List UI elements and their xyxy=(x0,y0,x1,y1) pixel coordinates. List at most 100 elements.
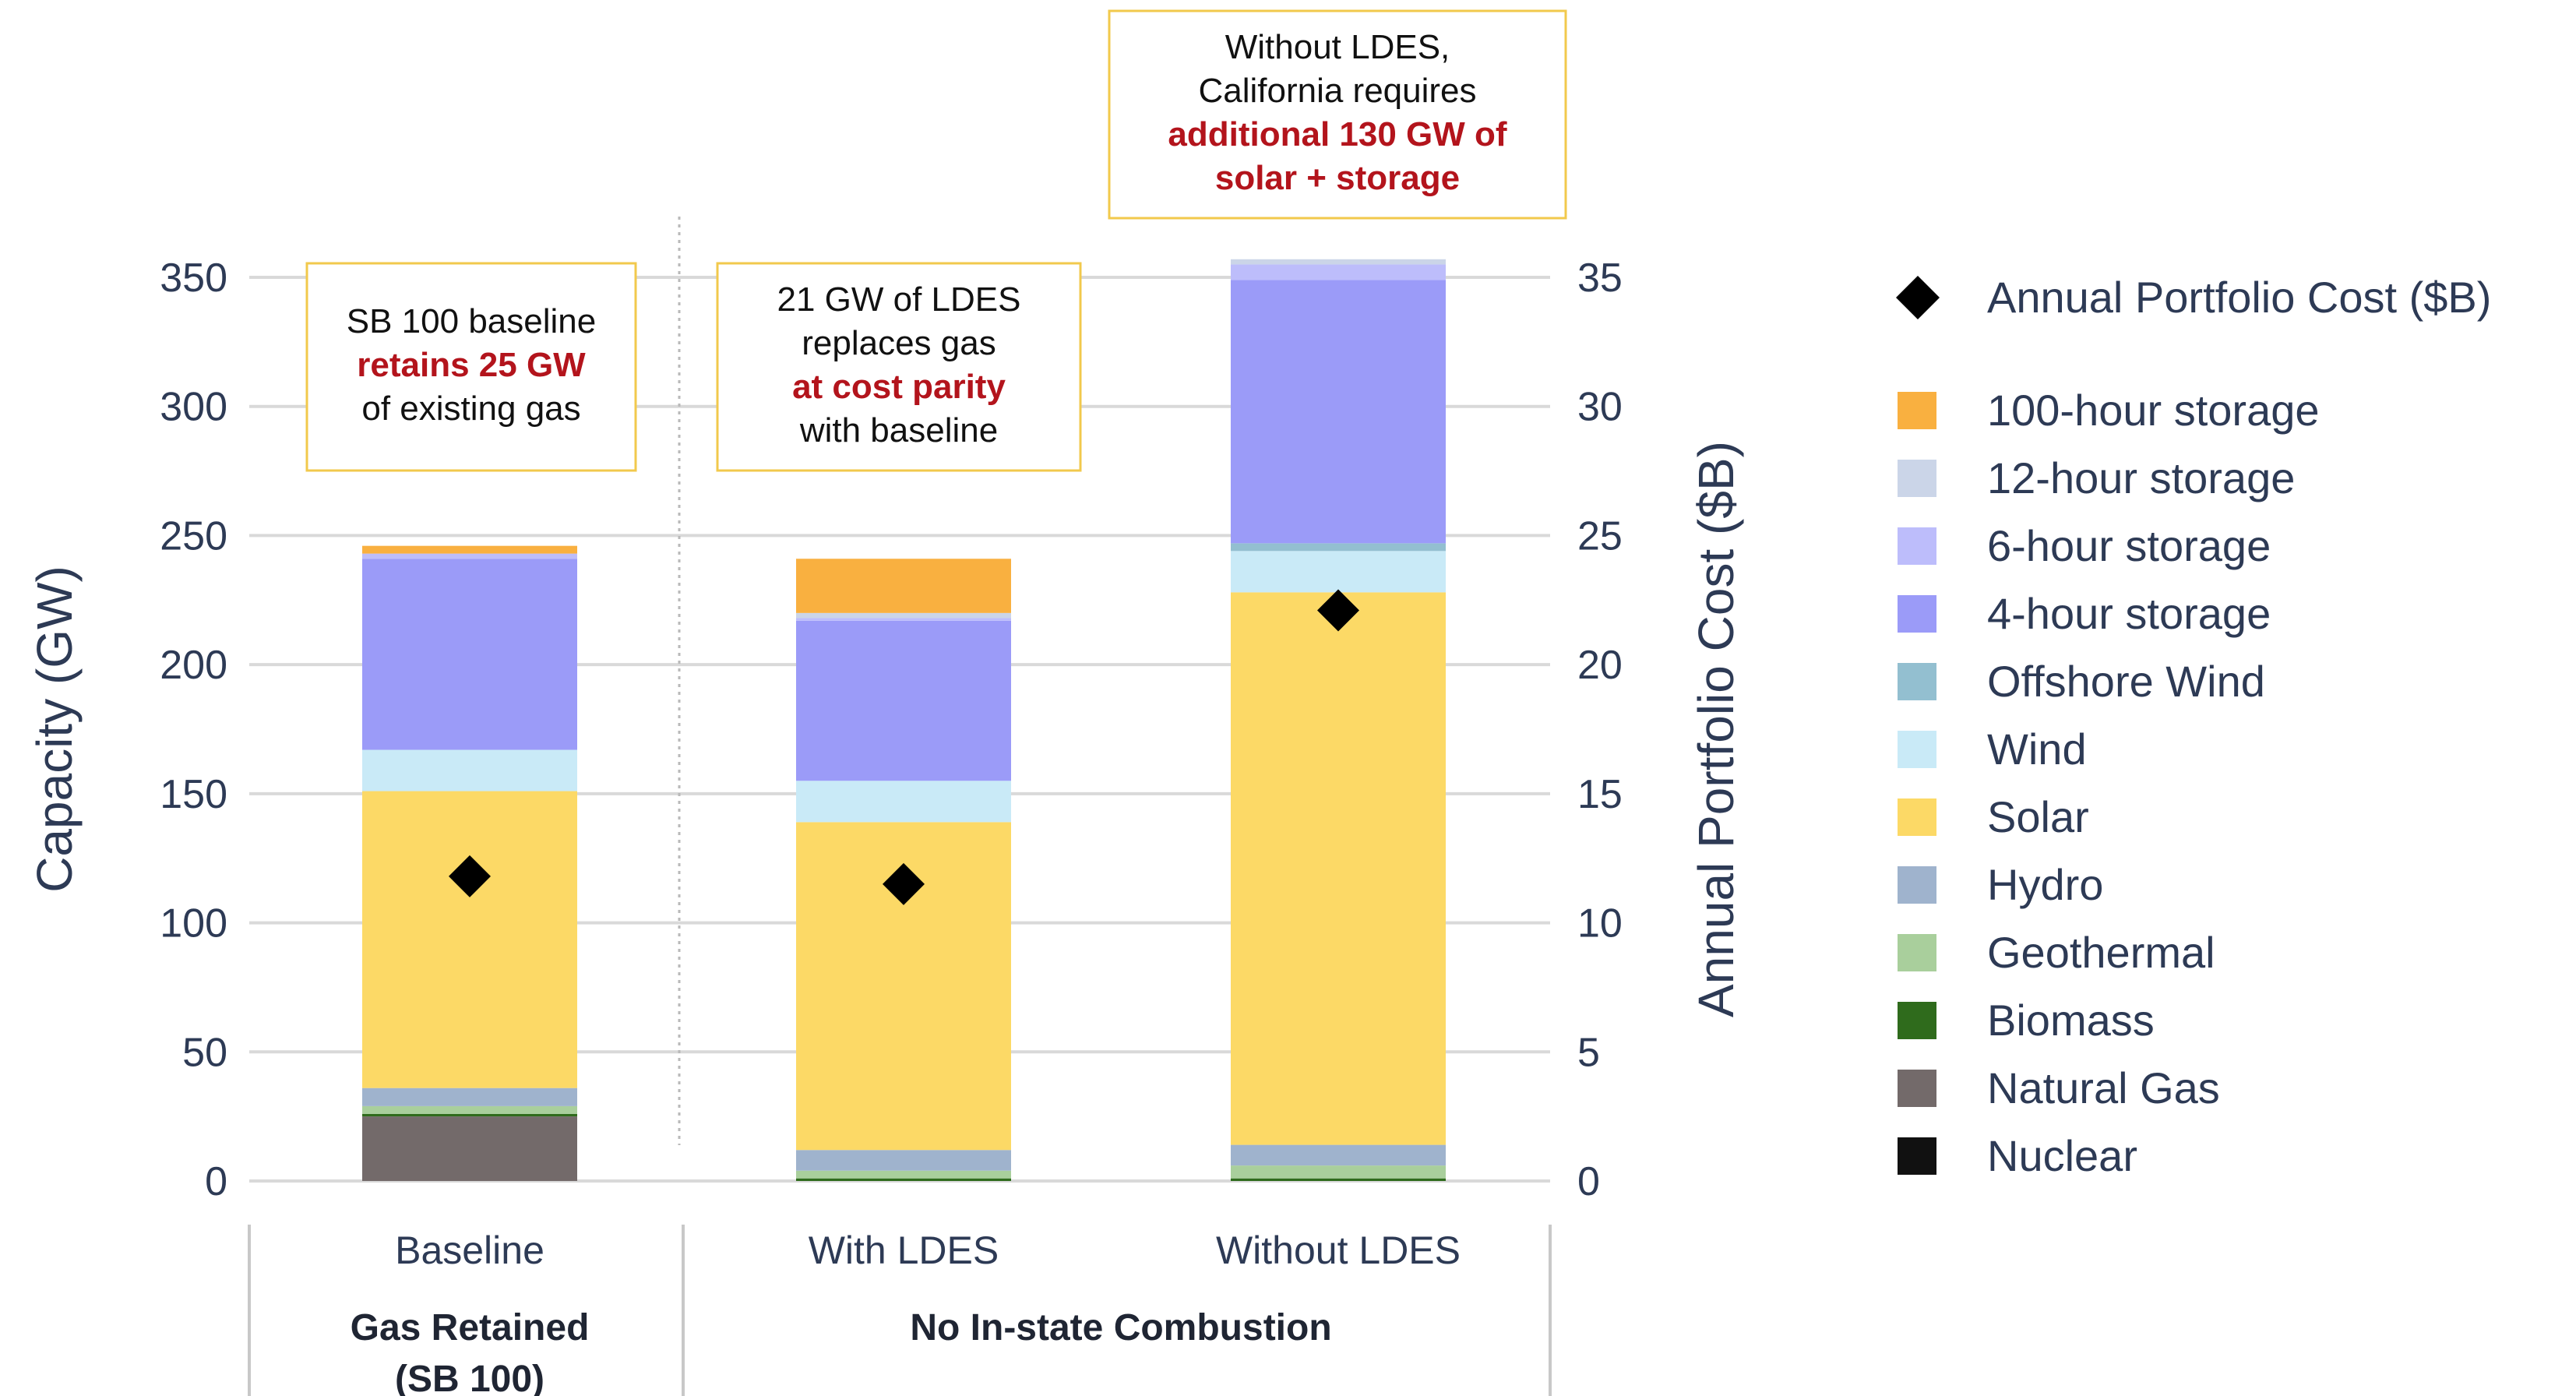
y-tick-label-300: 300 xyxy=(160,385,227,430)
bar-baseline-6-hour-storage xyxy=(362,553,577,559)
bar-without-ldes-geothermal xyxy=(1231,1165,1446,1179)
bar-with-ldes-100-hour-storage xyxy=(796,559,1011,613)
bar-with-ldes-12-hour-storage xyxy=(796,612,1011,619)
legend: Annual Portfolio Cost ($B) 100-hour stora… xyxy=(1896,273,2491,1180)
bar-baseline-solar xyxy=(362,791,577,1088)
y2-tick-label-25: 25 xyxy=(1577,513,1623,559)
y2-tick-label-0: 0 xyxy=(1577,1159,1600,1204)
annotations: SB 100 baseline retains 25 GW of existing … xyxy=(305,9,1567,472)
legend-swatch-100-hour-storage xyxy=(1898,392,1936,429)
legend-swatch-6-hour-storage xyxy=(1898,527,1936,565)
y-tick-label-150: 150 xyxy=(160,772,227,817)
legend-swatch-solar xyxy=(1898,798,1936,836)
legend-swatch-hydro xyxy=(1898,866,1936,904)
bar-without-ldes-4-hour-storage xyxy=(1231,280,1446,544)
bar-without-ldes-biomass xyxy=(1231,1178,1446,1181)
y2-axis-title: Annual Portfolio Cost ($B) xyxy=(1688,441,1744,1017)
legend-label-wind: Wind xyxy=(1987,724,2087,774)
bar-with-ldes-6-hour-storage xyxy=(796,618,1011,621)
bar-without-ldes-12-hour-storage xyxy=(1231,259,1446,265)
y2-tick-label-15: 15 xyxy=(1577,772,1623,817)
legend-label-natural-gas: Natural Gas xyxy=(1987,1063,2220,1112)
y-tick-label-50: 50 xyxy=(182,1030,227,1075)
bar-with-ldes-4-hour-storage xyxy=(796,620,1011,781)
bar-baseline-hydro xyxy=(362,1088,577,1106)
bar-baseline-4-hour-storage xyxy=(362,559,577,750)
annotation-text-with-baseline: with baseline xyxy=(799,411,998,449)
annotation-text-california-requires: California requires xyxy=(1198,72,1476,110)
annotation-text-without-ldes: Without LDES, xyxy=(1225,28,1450,66)
y2-tick-label-35: 35 xyxy=(1577,256,1623,301)
x-tick-label-baseline: Baseline xyxy=(395,1229,544,1272)
bar-with-ldes-hydro xyxy=(796,1150,1011,1171)
y2-tick-label-5: 5 xyxy=(1577,1030,1600,1075)
y-axis-title: Capacity (GW) xyxy=(26,566,83,893)
legend-label-solar: Solar xyxy=(1987,792,2089,841)
legend-swatch-natural-gas xyxy=(1898,1070,1936,1107)
annotation-text-retains-25-gw: retains 25 GW xyxy=(357,346,586,384)
y-tick-label-100: 100 xyxy=(160,901,227,947)
group-label-sb-100: (SB 100) xyxy=(395,1359,544,1396)
annotation-text-sb-100-baseline: SB 100 baseline xyxy=(347,302,596,340)
legend-label-4-hour-storage: 4-hour storage xyxy=(1987,589,2271,638)
legend-label-hydro: Hydro xyxy=(1987,860,2103,909)
legend-swatch-biomass xyxy=(1898,1002,1936,1039)
bar-baseline-biomass xyxy=(362,1113,577,1117)
x-tick-label-with-ldes: With LDES xyxy=(809,1229,999,1272)
group-label-no-in-state-combustion: No In-state Combustion xyxy=(910,1307,1331,1348)
legend-swatch-geothermal xyxy=(1898,934,1936,971)
legend-marker-annual-portfolio-cost-b xyxy=(1896,276,1940,319)
bars xyxy=(362,259,1446,1181)
y-axis: 0 50 100 150 200 250 300 350 Capacity (GW) xyxy=(26,256,227,1204)
bar-without-ldes-wind xyxy=(1231,551,1446,593)
legend-label-100-hour-storage: 100-hour storage xyxy=(1987,386,2320,435)
cost-marker-with-ldes xyxy=(883,862,925,905)
bar-without-ldes-6-hour-storage xyxy=(1231,264,1446,280)
legend-swatch-offshore-wind xyxy=(1898,663,1936,700)
annotation-box-with-ldes xyxy=(716,262,1082,472)
legend-swatch-12-hour-storage xyxy=(1898,460,1936,497)
y-tick-label-0: 0 xyxy=(205,1159,227,1204)
legend-label-12-hour-storage: 12-hour storage xyxy=(1987,453,2295,502)
y2-tick-label-20: 20 xyxy=(1577,643,1623,688)
bar-with-ldes-biomass xyxy=(796,1178,1011,1181)
bar-without-ldes-hydro xyxy=(1231,1144,1446,1166)
annotation-text-replaces-gas: replaces gas xyxy=(802,324,996,362)
annotation-text-at-cost-parity: at cost parity xyxy=(792,368,1006,406)
annotation-text-additional-130-gw-of: additional 130 GW of xyxy=(1168,115,1506,153)
bar-with-ldes-wind xyxy=(796,781,1011,823)
annotation-box-baseline xyxy=(305,262,637,472)
bar-without-ldes-offshore-wind xyxy=(1231,543,1446,552)
legend-label-annual-portfolio-cost-b: Annual Portfolio Cost ($B) xyxy=(1987,273,2491,322)
legend-label-geothermal: Geothermal xyxy=(1987,928,2215,977)
bar-baseline-wind xyxy=(362,749,577,791)
y2-tick-label-30: 30 xyxy=(1577,385,1623,430)
bar-with-ldes-geothermal xyxy=(796,1170,1011,1179)
annotation-text-of-existing-gas: of existing gas xyxy=(361,390,580,428)
y2-axis: 0 5 10 15 20 25 30 35 Annual Portfolio Cost ($B) xyxy=(1577,256,1744,1204)
x-axis: Baseline With LDES Without LDES Gas Retaine… xyxy=(248,1225,1552,1396)
cost-markers xyxy=(449,589,1359,905)
legend-swatch-wind xyxy=(1898,731,1936,768)
bar-without-ldes-solar xyxy=(1231,592,1446,1145)
y-tick-label-200: 200 xyxy=(160,643,227,688)
legend-label-biomass: Biomass xyxy=(1987,996,2155,1045)
annotation-text-solar-storage: solar + storage xyxy=(1215,159,1460,197)
annotation-text-21-gw-of-ldes: 21 GW of LDES xyxy=(777,280,1020,319)
group-label-gas-retained: Gas Retained xyxy=(351,1307,590,1348)
annotation-box-without-ldes xyxy=(1108,9,1567,220)
legend-swatch-nuclear xyxy=(1898,1137,1936,1175)
cost-marker-without-ldes xyxy=(1317,589,1359,632)
legend-label-offshore-wind: Offshore Wind xyxy=(1987,657,2265,706)
legend-swatch-4-hour-storage xyxy=(1898,595,1936,633)
bar-baseline-100-hour-storage xyxy=(362,545,577,554)
y-tick-label-350: 350 xyxy=(160,256,227,301)
cost-marker-baseline xyxy=(449,855,491,897)
legend-label-6-hour-storage: 6-hour storage xyxy=(1987,521,2271,570)
bar-baseline-natural-gas xyxy=(362,1116,577,1181)
y-tick-label-250: 250 xyxy=(160,513,227,559)
y2-tick-label-10: 10 xyxy=(1577,901,1623,947)
legend-label-nuclear: Nuclear xyxy=(1987,1131,2137,1180)
x-tick-label-without-ldes: Without LDES xyxy=(1216,1229,1461,1272)
